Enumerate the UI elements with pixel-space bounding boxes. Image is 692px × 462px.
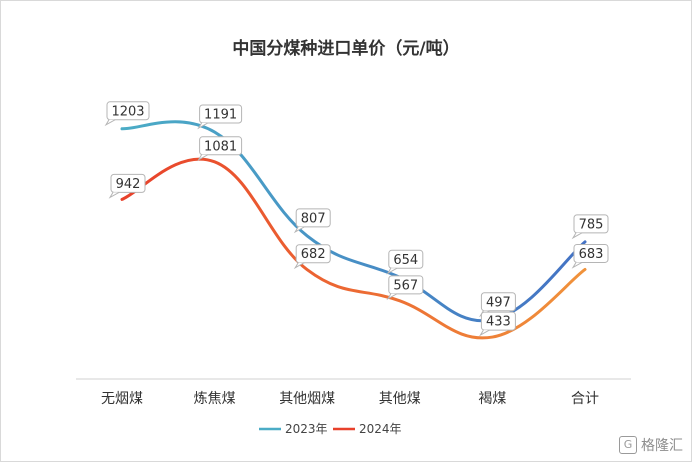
legend-label-2: 2024年	[359, 422, 402, 436]
data-label: 1081	[197, 136, 243, 162]
data-label-box	[573, 243, 609, 263]
series-line-2	[120, 157, 587, 340]
data-label-value: 683	[579, 247, 604, 262]
data-label-box	[110, 173, 146, 193]
data-label-pointer	[479, 329, 490, 337]
data-label: 683	[571, 243, 609, 269]
x-tick-label: 无烟煤	[101, 391, 143, 407]
data-label-value: 654	[393, 253, 418, 268]
data-label: 942	[108, 173, 146, 199]
data-label-value: 1081	[204, 139, 237, 154]
data-label-pointer	[386, 293, 398, 301]
data-label-pointer	[293, 226, 305, 234]
data-label-box	[106, 101, 150, 121]
x-tick-label: 炼焦煤	[194, 391, 236, 407]
data-label: 433	[479, 311, 516, 337]
chart-title: 中国分煤种进口单价（元/吨）	[232, 39, 460, 59]
data-label-value: 682	[301, 247, 326, 262]
data-label-value: 1203	[111, 104, 144, 119]
data-label-value: 1191	[204, 108, 237, 123]
data-label: 654	[386, 249, 424, 275]
legend-label-1: 2023年	[285, 422, 328, 436]
watermark-text: 格隆汇	[641, 438, 683, 454]
data-label-box	[388, 249, 424, 269]
data-label-value: 497	[486, 295, 511, 310]
data-label-box	[480, 311, 516, 331]
data-label-value: 942	[116, 177, 141, 192]
data-label: 807	[293, 208, 331, 234]
x-tick-label: 合计	[571, 391, 599, 407]
data-label-box	[295, 244, 331, 264]
data-label-box	[388, 275, 424, 295]
data-label-pointer	[386, 267, 398, 275]
data-label-value: 807	[301, 211, 326, 226]
data-label: 1203	[104, 101, 150, 127]
watermark: G 格隆汇	[619, 435, 683, 455]
data-label-value: 567	[393, 278, 418, 293]
x-tick-label: 褐煤	[478, 391, 506, 407]
data-label-value: 433	[486, 315, 511, 330]
data-label-pointer	[571, 232, 583, 240]
data-label: 1191	[197, 104, 243, 130]
data-label-pointer	[571, 262, 583, 269]
data-label-box	[295, 208, 331, 228]
data-label-box	[199, 136, 243, 156]
data-label-value: 785	[579, 217, 604, 232]
data-label-box	[573, 214, 609, 234]
watermark-logo-icon: G	[619, 436, 637, 454]
data-label-pointer	[108, 191, 120, 199]
data-label-pointer	[197, 122, 208, 130]
x-tick-label: 其他烟煤	[279, 391, 335, 407]
x-tick-label: 其他煤	[379, 391, 421, 407]
data-label: 682	[293, 244, 331, 270]
data-label: 567	[386, 275, 424, 301]
data-label-pointer	[104, 119, 116, 127]
data-label: 497	[479, 292, 516, 318]
data-label-pointer	[293, 262, 305, 270]
data-label: 785	[571, 214, 609, 240]
data-label-box	[199, 104, 243, 124]
data-label-pointer	[197, 154, 208, 162]
data-label-box	[480, 292, 516, 312]
